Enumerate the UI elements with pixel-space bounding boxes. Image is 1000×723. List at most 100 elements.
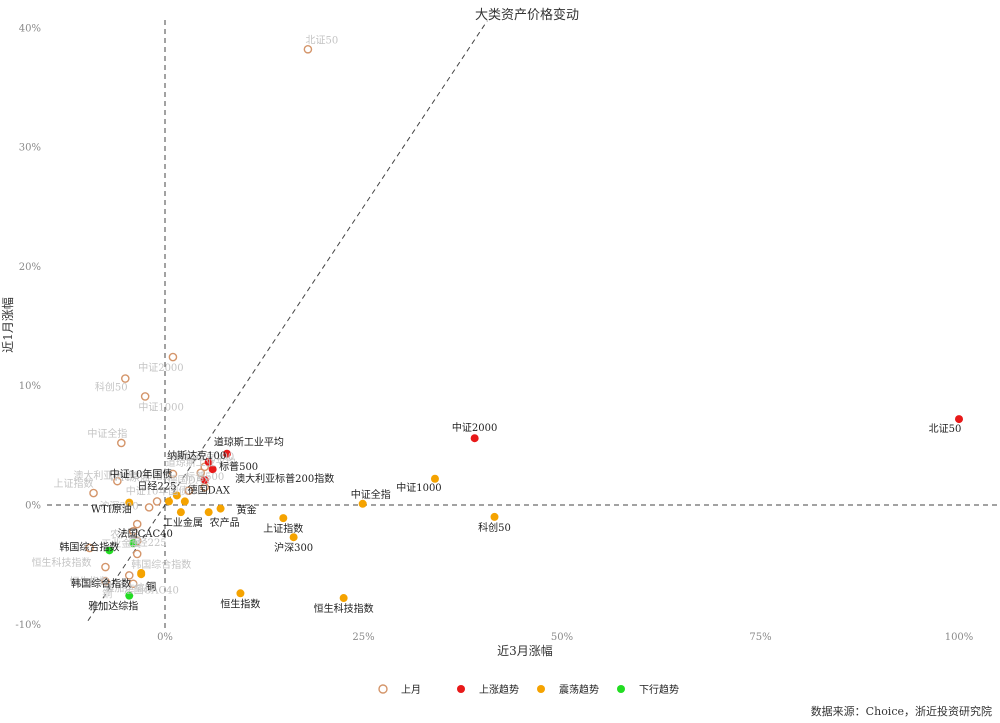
data-point (184, 486, 194, 495)
point-label: 恒生指数 (220, 597, 260, 610)
data-point (137, 570, 146, 579)
data-point (101, 562, 110, 572)
chart-title: 大类资产价格变动 (475, 7, 579, 23)
point-label: 标普500 (219, 460, 258, 473)
data-point (222, 449, 231, 458)
point-label: 科创50 (478, 521, 511, 534)
point-label: 铜 (146, 581, 156, 593)
data-point (117, 438, 126, 448)
x-tick-label: 0% (157, 632, 173, 643)
x-tick-label: 50% (551, 632, 573, 643)
point-label: 沪深300 (274, 541, 313, 554)
legend-marker (457, 685, 465, 693)
data-point (168, 469, 178, 479)
legend-marker (378, 684, 388, 694)
data-point (470, 434, 479, 443)
point-label: 雅加达综指 (88, 600, 138, 613)
legend-marker (537, 685, 545, 693)
legend-label: 上涨趋势 (479, 683, 519, 696)
reference-lines (47, 20, 1000, 632)
data-point (85, 543, 94, 553)
data-point (89, 488, 98, 498)
data-point (279, 514, 288, 523)
legend-label: 下行趋势 (639, 683, 679, 696)
point-label: 中证1000 (138, 400, 183, 413)
legend-item: 下行趋势 (617, 683, 679, 696)
point-label: 中证10年国债 (110, 467, 173, 480)
data-point (164, 497, 173, 506)
point-label: 纳斯达克100 (167, 449, 226, 462)
point-label: 日经225 (137, 479, 176, 492)
data-point (339, 594, 348, 603)
point-label: 法国CAC40 (124, 583, 179, 596)
data-point (208, 465, 217, 474)
legend-marker (617, 685, 625, 693)
point-label: 科创50 (95, 381, 128, 394)
data-point (128, 579, 138, 589)
point-label: 恒生科技指数 (314, 602, 374, 615)
point-label: 农产品 (210, 516, 240, 529)
data-point (358, 499, 367, 508)
data-point (168, 352, 178, 362)
points-layer (85, 44, 963, 603)
point-label: 道琼斯工业平均 (166, 456, 236, 469)
data-point (204, 458, 213, 467)
legend-item: 上涨趋势 (457, 683, 519, 696)
point-label: 农产品 (110, 528, 140, 541)
data-point (204, 508, 213, 517)
legend-item: 震荡趋势 (537, 683, 599, 696)
point-label: 韩国综合指数 (131, 558, 191, 571)
legend-label: 震荡趋势 (559, 683, 599, 696)
x-tick-label: 75% (749, 632, 771, 643)
point-label: 中证10年国债 (126, 484, 189, 497)
point-label: 中证2000 (452, 421, 497, 434)
point-label: 恒生指数 (69, 575, 109, 588)
data-point (132, 549, 142, 559)
y-tick-label: 40% (19, 23, 41, 34)
point-label: 工业金属 (101, 537, 141, 550)
point-label: 纳斯达克100 (175, 450, 234, 463)
point-label: 德国DAX (168, 474, 211, 487)
x-tick-label: 25% (352, 632, 374, 643)
point-label: 上证指数 (263, 522, 303, 535)
point-label: 北证50 (306, 34, 339, 46)
point-label: 恒生科技指数 (32, 556, 92, 569)
point-label: 工业金属 (163, 516, 203, 529)
data-point (172, 491, 181, 500)
point-label: 德国DAX (188, 483, 231, 496)
point-label: 韩国综合指数 (59, 540, 119, 553)
data-point (176, 508, 185, 517)
data-point (216, 504, 225, 513)
data-point (140, 392, 150, 401)
point-label: 中证2000 (138, 361, 183, 374)
point-label: 黄金 (237, 504, 257, 517)
point-label: 澳大利亚标普200指数 (73, 469, 172, 482)
point-label: 中证1000 (396, 481, 441, 494)
source-note: 数据来源：Choice，浙近投资研究院 (810, 705, 992, 718)
data-point (105, 546, 114, 555)
point-label: WTI原油 (109, 471, 150, 484)
data-point (101, 577, 110, 586)
y-tick-label: 10% (19, 381, 41, 392)
legend-item: 上月 (378, 684, 421, 696)
data-point (200, 475, 209, 484)
y-tick-label: 20% (19, 262, 41, 273)
data-point (236, 589, 245, 598)
y-tick-label: 0% (25, 501, 41, 512)
point-label: 雅加达综指 (104, 581, 154, 594)
labels-layer: 北证50中证2000科创50中证1000中证全指纳斯达克100澳大利亚标普200… (32, 34, 962, 615)
data-point (128, 526, 138, 536)
data-point (430, 474, 439, 483)
data-point (121, 374, 130, 383)
data-point (125, 498, 134, 507)
legend: 上月 上涨趋势 震荡趋势 下行趋势 (378, 683, 679, 696)
axes-layer: 0% 25% 50% 75% 100% -10% 0% 10% 20% 30% 40% (15, 23, 973, 643)
data-point (289, 533, 298, 542)
point-label: 沪深300 (100, 499, 139, 512)
point-label: WTI原油 (91, 503, 132, 516)
data-point (125, 591, 134, 600)
point-label: 铜 (102, 589, 112, 601)
point-label: 标普500 (185, 470, 224, 483)
y-tick-label: -10% (15, 620, 41, 631)
